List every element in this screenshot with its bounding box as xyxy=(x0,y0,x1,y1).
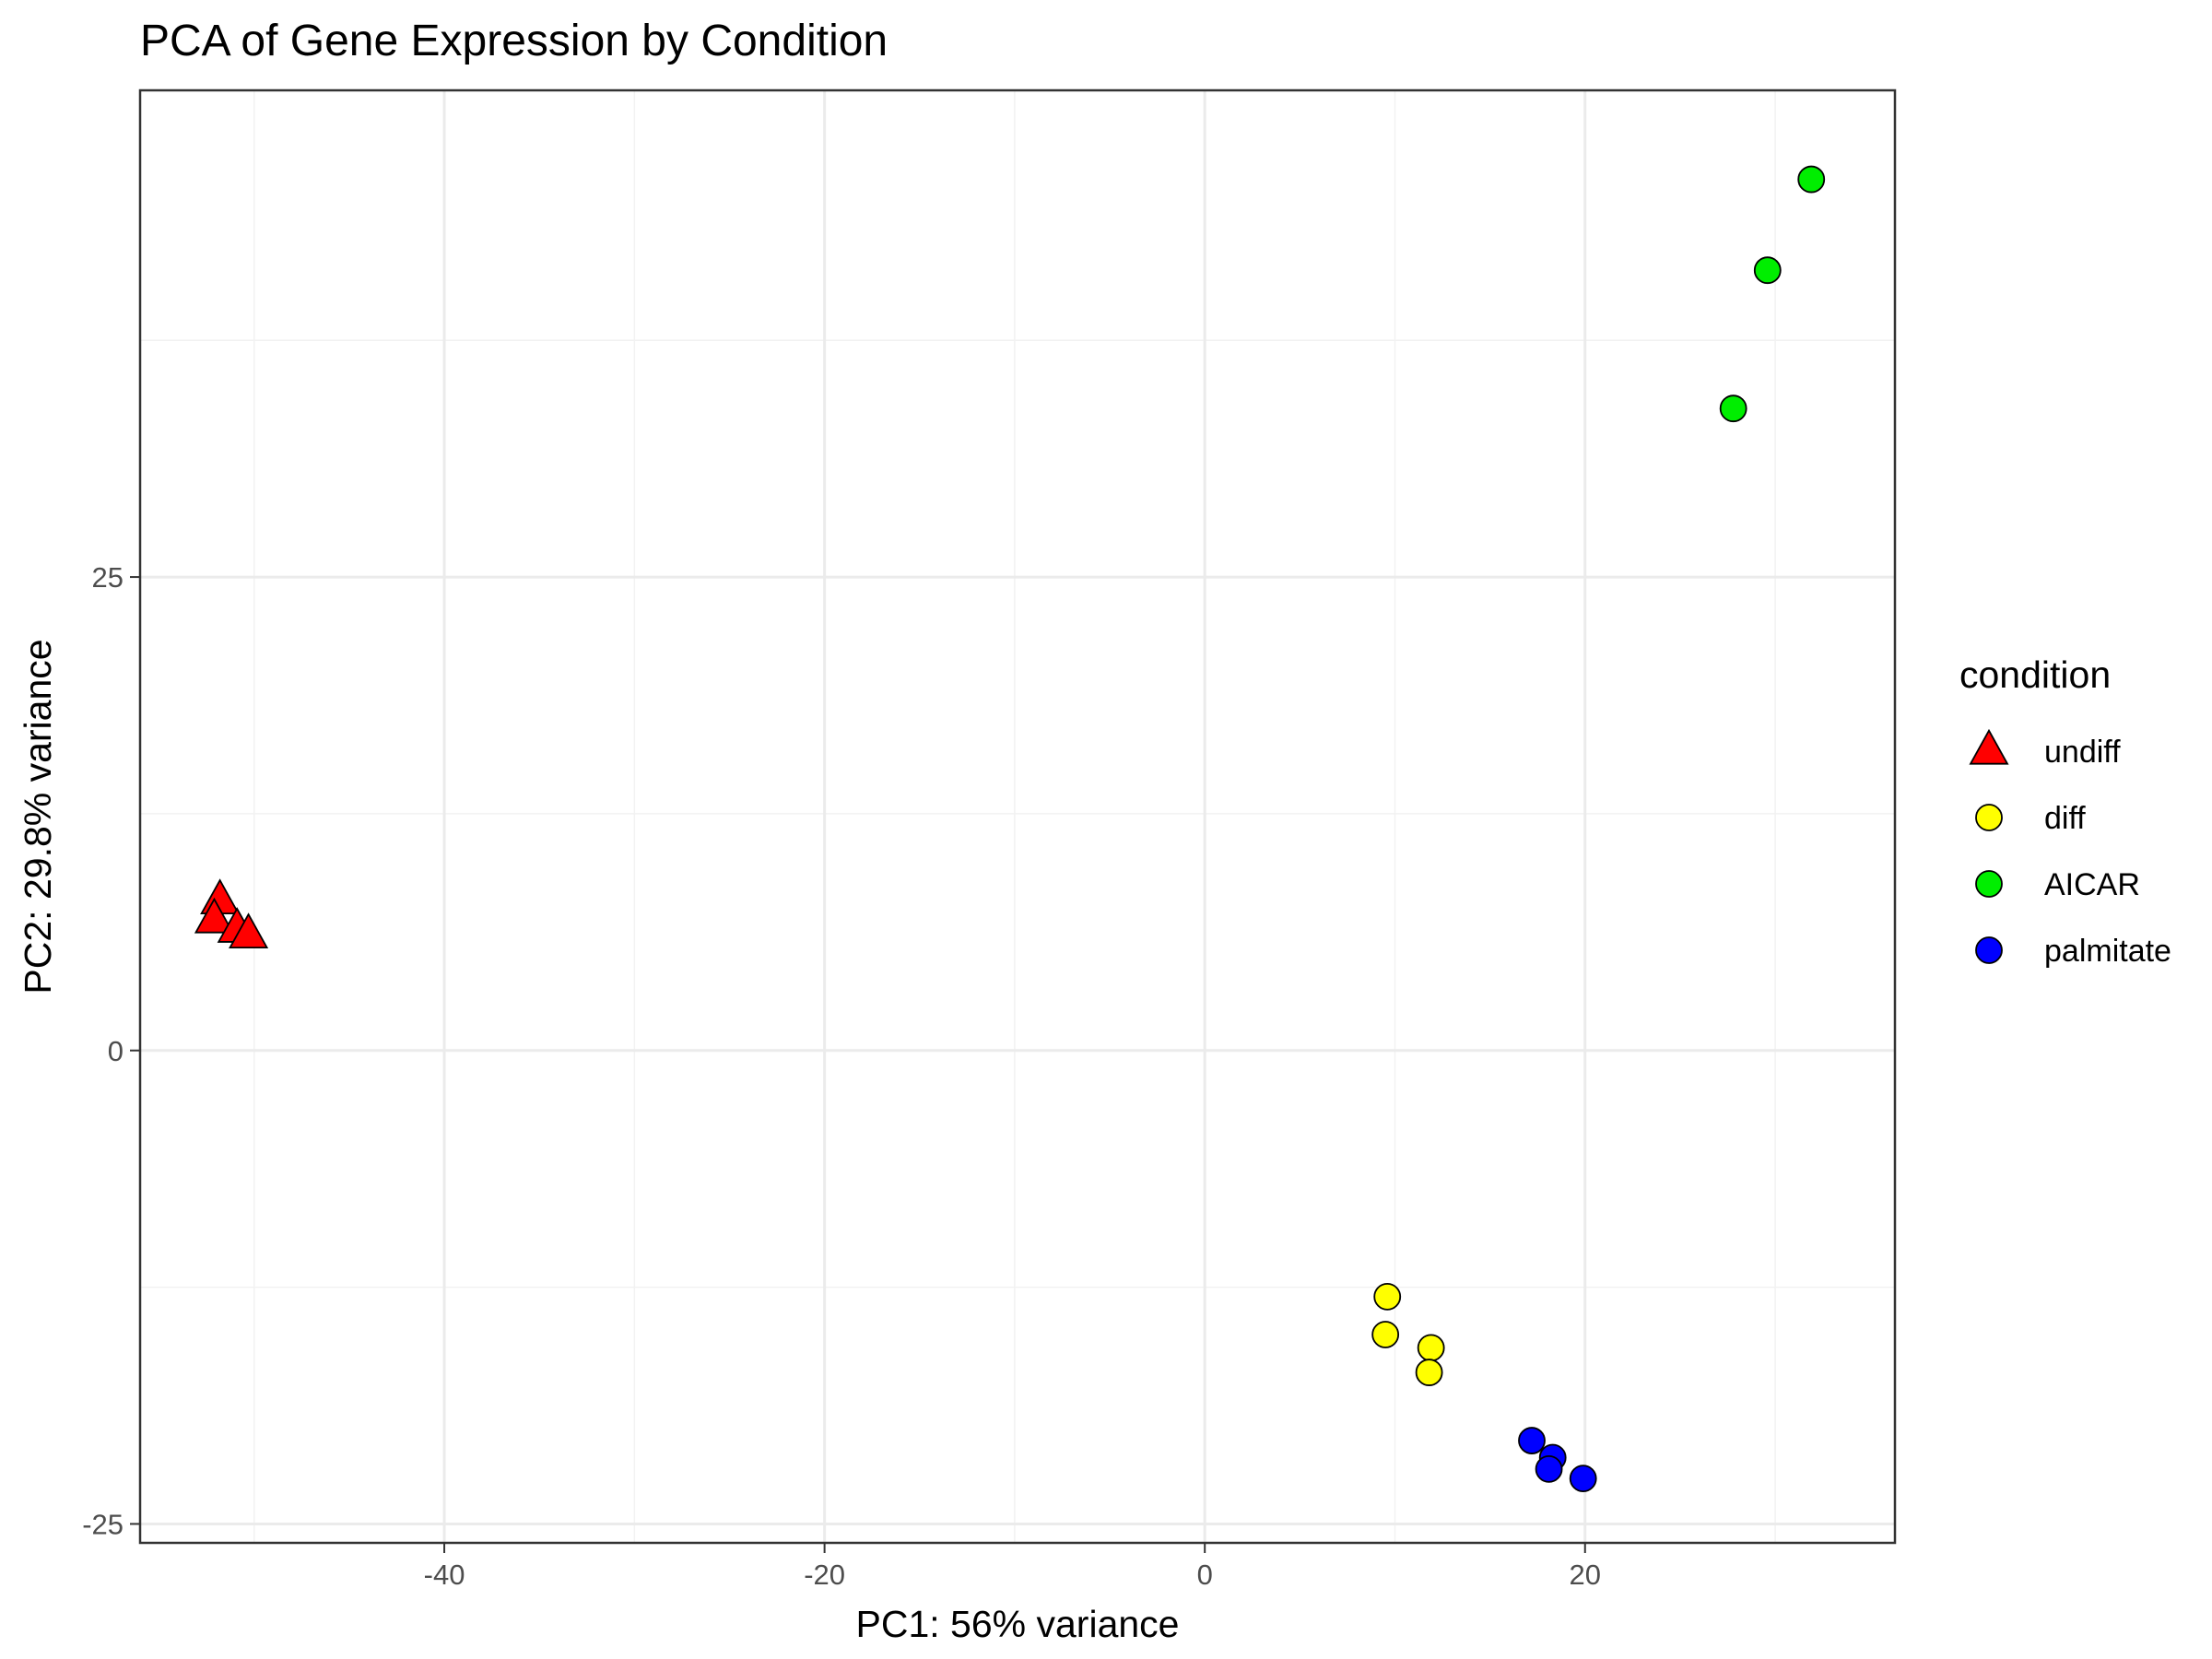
series-diff xyxy=(1371,1282,1445,1386)
data-point-aicar xyxy=(1753,256,1782,285)
panel-border xyxy=(138,88,1897,1545)
y-tick-label: -25 xyxy=(82,1508,124,1540)
legend-label-undiff: undiff xyxy=(2044,735,2121,770)
legend-item-aicar: AICAR xyxy=(1975,867,2140,902)
x-tick-label: -40 xyxy=(424,1559,465,1591)
series-aicar xyxy=(1719,165,1826,423)
legend-item-palmitate: palmitate xyxy=(1975,934,2171,969)
y-tick-label: 0 xyxy=(108,1035,124,1067)
grid-lines xyxy=(140,90,1895,1543)
legend-item-diff: diff xyxy=(1975,801,2086,836)
series-undiff xyxy=(194,878,269,949)
x-axis-title: PC1: 56% variance xyxy=(856,1603,1180,1645)
legend-key-palmitate xyxy=(1975,936,2003,964)
data-point-undiff xyxy=(229,912,269,949)
data-point-palmitate xyxy=(1535,1454,1563,1483)
x-tick-label: -20 xyxy=(804,1559,845,1591)
data-point-diff xyxy=(1373,1282,1402,1311)
y-tick-label: 25 xyxy=(92,561,124,594)
legend-key-aicar xyxy=(1975,870,2003,898)
data-point-undiff xyxy=(194,897,234,934)
x-tick-label: 20 xyxy=(1570,1559,1601,1591)
x-tick-label: 0 xyxy=(1197,1559,1213,1591)
data-points xyxy=(194,165,1826,1493)
y-axis-title: PC2: 29.8% variance xyxy=(17,639,59,994)
series-palmitate xyxy=(1518,1427,1597,1493)
legend-label-palmitate: palmitate xyxy=(2044,934,2171,969)
data-point-aicar xyxy=(1719,394,1747,423)
legend-label-diff: diff xyxy=(2044,801,2086,836)
y-axis: -25 0 25 xyxy=(82,561,140,1540)
plot-panel xyxy=(138,88,1897,1545)
chart-title: PCA of Gene Expression by Condition xyxy=(140,17,888,65)
legend-item-undiff: undiff xyxy=(1969,728,2121,770)
legend: condition undiff diff AICAR palmitate xyxy=(1959,653,2171,969)
data-point-palmitate xyxy=(1569,1465,1597,1493)
legend-key-diff xyxy=(1975,804,2003,831)
data-point-diff xyxy=(1371,1321,1400,1348)
legend-title: condition xyxy=(1959,653,2111,696)
data-point-aicar xyxy=(1797,165,1826,194)
data-point-diff xyxy=(1417,1334,1445,1362)
legend-label-aicar: AICAR xyxy=(2044,867,2140,902)
x-axis: -40 -20 0 20 xyxy=(424,1543,1601,1591)
legend-key-undiff xyxy=(1969,728,2009,765)
data-point-diff xyxy=(1415,1359,1443,1386)
data-point-palmitate xyxy=(1518,1427,1546,1454)
